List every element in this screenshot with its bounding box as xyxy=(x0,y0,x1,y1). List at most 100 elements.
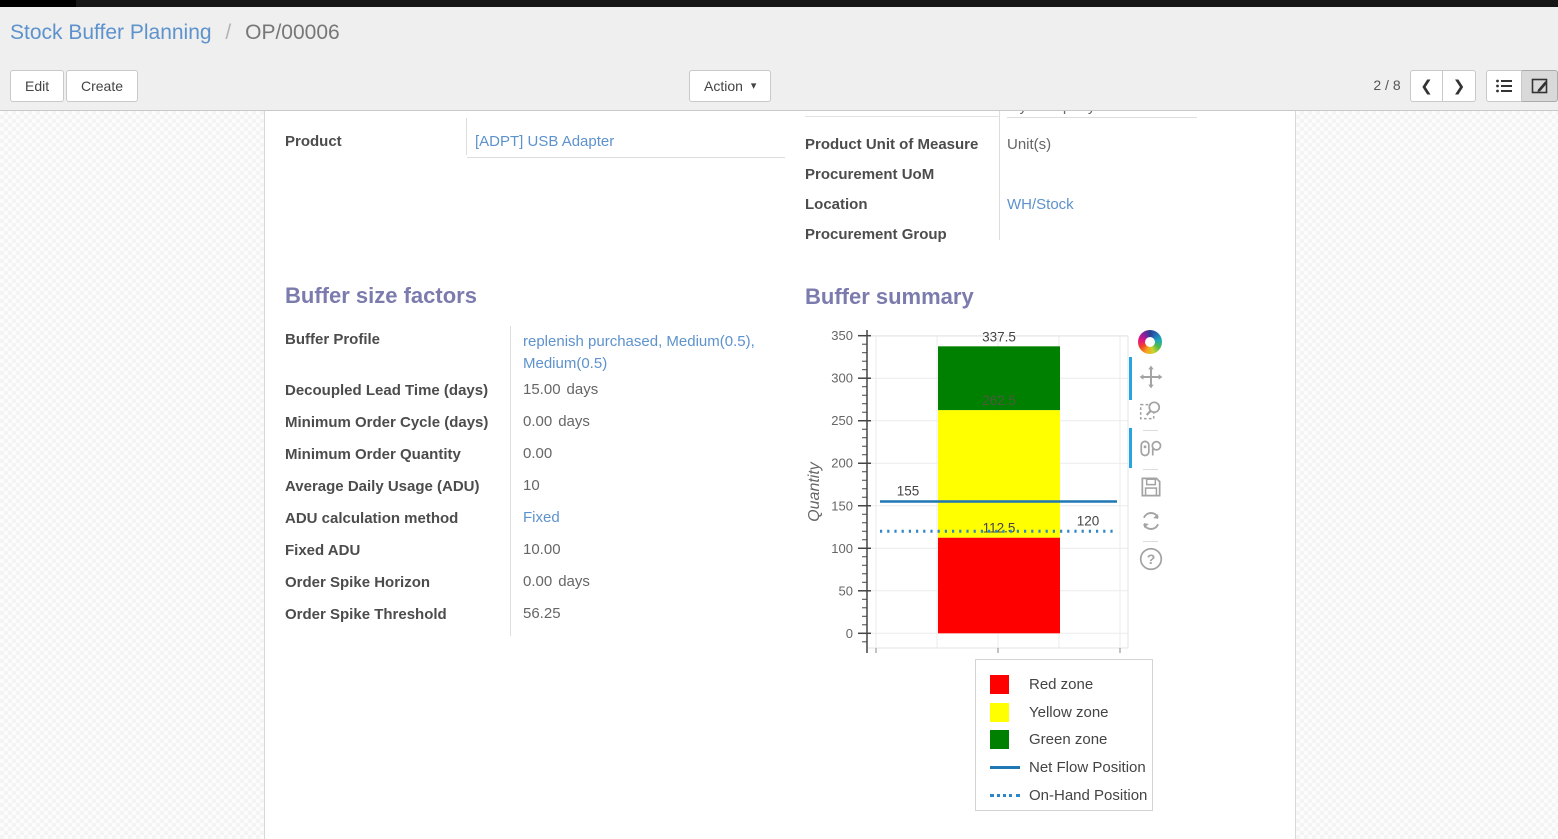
legend-label: Red zone xyxy=(1029,676,1094,694)
pager: 2 / 8 xyxy=(1373,77,1401,93)
buffer-factors-table: Buffer Profile replenish purchased, Mediu… xyxy=(285,326,790,630)
pager-nav: ❮ ❯ xyxy=(1410,70,1476,102)
chart-modebar: ? xyxy=(1134,111,1164,581)
modebar-separator xyxy=(1143,430,1158,431)
product-field-table: Product [ADPT] USB Adapter xyxy=(285,122,795,160)
buffer-factors-title: Buffer size factors xyxy=(285,283,477,308)
legend-swatch xyxy=(990,766,1020,770)
field-row: Procurement Group xyxy=(805,219,1265,249)
breadcrumb-separator: / xyxy=(225,21,232,44)
buffer-summary-title: Buffer summary xyxy=(805,284,974,309)
field-label: Minimum Order Cycle (days) xyxy=(285,413,489,431)
save-icon[interactable] xyxy=(1138,474,1164,500)
field-value-text: 56.25 xyxy=(523,605,561,622)
breadcrumb-parent-link[interactable]: Stock Buffer Planning xyxy=(10,21,212,44)
modebar-active-indicator xyxy=(1129,428,1132,468)
svg-text:Quantity: Quantity xyxy=(806,461,823,522)
top-navbar xyxy=(0,0,1558,10)
field-value: 10.00 xyxy=(510,539,775,561)
field-label: ADU calculation method xyxy=(285,509,459,527)
field-value-text: 10.00 xyxy=(523,541,561,558)
box-zoom-icon[interactable] xyxy=(1138,397,1164,423)
svg-text:300: 300 xyxy=(831,371,853,386)
help-icon[interactable]: ? xyxy=(1138,546,1164,572)
form-edit-icon xyxy=(1531,78,1547,94)
caret-down-icon: ▾ xyxy=(750,79,757,92)
field-label: Procurement UoM xyxy=(805,165,935,183)
action-label: Action xyxy=(704,78,743,94)
svg-text:200: 200 xyxy=(831,456,853,471)
svg-text:?: ? xyxy=(1147,551,1156,567)
top-navbar-active-tab xyxy=(0,0,76,10)
field-value[interactable]: WH/Stock xyxy=(999,196,1074,213)
svg-text:0: 0 xyxy=(846,626,853,641)
legend-item[interactable]: Green zone xyxy=(990,726,1152,754)
field-label: Order Spike Threshold xyxy=(285,605,447,623)
action-dropdown-button[interactable]: Action ▾ xyxy=(689,70,772,102)
field-value-link[interactable]: replenish purchased, Medium(0.5), Medium… xyxy=(523,333,755,372)
pager-next-button[interactable]: ❯ xyxy=(1443,70,1476,102)
field-row: Fixed ADU 10.00 xyxy=(285,534,790,566)
field-value: 56.25 xyxy=(510,603,775,625)
field-label: Fixed ADU xyxy=(285,541,361,559)
field-label: Buffer Profile xyxy=(285,331,381,348)
field-row: Average Daily Usage (ADU) 10 xyxy=(285,470,790,502)
view-switcher xyxy=(1486,70,1558,102)
form-sheet: My Company Product [ADPT] USB Adapter Pro… xyxy=(264,111,1296,839)
legend-item[interactable]: Red zone xyxy=(990,671,1152,699)
plotly-logo-icon[interactable] xyxy=(1138,330,1162,354)
form-view-button[interactable] xyxy=(1522,70,1558,102)
list-icon xyxy=(1496,79,1512,93)
list-view-button[interactable] xyxy=(1486,70,1522,102)
chevron-left-icon: ❮ xyxy=(1420,78,1433,95)
field-value: 0.00 days xyxy=(510,411,775,433)
svg-text:337.5: 337.5 xyxy=(982,329,1016,344)
content-background: My Company Product [ADPT] USB Adapter Pro… xyxy=(0,111,1558,839)
modebar-separator xyxy=(1143,469,1158,470)
field-value-link[interactable]: Fixed xyxy=(523,509,560,526)
svg-text:262.5: 262.5 xyxy=(982,393,1016,408)
field-label: Location xyxy=(805,195,868,213)
reset-axes-icon[interactable] xyxy=(1138,508,1164,534)
legend-label: Yellow zone xyxy=(1029,703,1109,721)
field-label: Product Unit of Measure xyxy=(805,135,979,153)
modebar-separator xyxy=(1143,541,1158,542)
field-value-link[interactable]: [ADPT] USB Adapter xyxy=(475,132,615,150)
field-value-link[interactable]: WH/Stock xyxy=(1007,195,1074,213)
field-row: Product Unit of Measure Unit(s) xyxy=(805,129,1265,159)
field-row: Buffer Profile replenish purchased, Mediu… xyxy=(285,326,790,374)
field-unit-suffix: days xyxy=(558,413,590,430)
svg-text:250: 250 xyxy=(831,413,853,428)
control-panel: Stock Buffer Planning / OP/00006 Edit Cr… xyxy=(0,7,1558,111)
field-row: Order Spike Horizon 0.00 days xyxy=(285,566,790,598)
legend-swatch xyxy=(990,730,1020,750)
field-label: Minimum Order Quantity xyxy=(285,445,461,463)
field-value-text: Unit(s) xyxy=(1007,135,1052,153)
field-value: 0.00 days xyxy=(510,571,775,593)
field-value-text: 10 xyxy=(523,477,540,494)
legend-swatch xyxy=(990,793,1020,797)
legend-item[interactable]: Yellow zone xyxy=(990,699,1152,727)
field-value[interactable]: Fixed xyxy=(510,507,775,529)
edit-button[interactable]: Edit xyxy=(10,70,65,102)
svg-text:120: 120 xyxy=(1077,513,1100,528)
field-row: Minimum Order Quantity 0.00 xyxy=(285,438,790,470)
field-value: 0.00 xyxy=(510,443,775,465)
legend-item[interactable]: On-Hand Position xyxy=(990,781,1152,809)
field-value: 10 xyxy=(510,475,775,497)
field-row: Procurement UoM xyxy=(805,159,1265,189)
hover-compare-icon[interactable] xyxy=(1138,436,1164,462)
field-value[interactable]: [ADPT] USB Adapter xyxy=(466,133,614,150)
legend-swatch xyxy=(990,702,1020,722)
field-label: Average Daily Usage (ADU) xyxy=(285,477,480,495)
svg-text:350: 350 xyxy=(831,328,853,343)
pager-previous-button[interactable]: ❮ xyxy=(1410,70,1443,102)
create-button[interactable]: Create xyxy=(66,70,139,102)
right-field-table: Product Unit of Measure Unit(s) Procuremen… xyxy=(805,129,1265,249)
field-value[interactable]: replenish purchased, Medium(0.5), Medium… xyxy=(510,331,775,375)
pan-icon[interactable] xyxy=(1138,364,1164,390)
buffer-summary-chart[interactable]: 112.5 262.5 337.5 155 120 0 50 100 150 200 250 300 3… xyxy=(805,325,1165,659)
legend-item[interactable]: Net Flow Position xyxy=(990,754,1152,782)
field-label: Order Spike Horizon xyxy=(285,573,431,591)
field-value-text: 15.00 xyxy=(523,381,561,398)
